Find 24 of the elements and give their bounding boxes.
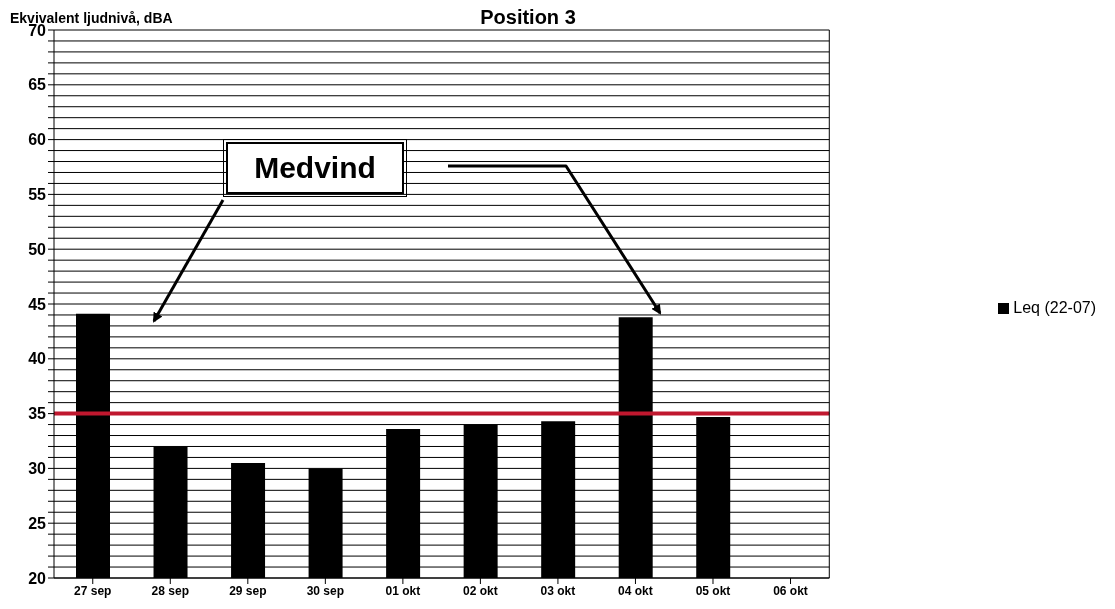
y-tick-label: 55	[28, 186, 47, 204]
y-tick-label: 35	[28, 405, 47, 423]
y-tick-label: 60	[28, 131, 47, 149]
x-tick-label: 05 okt	[695, 583, 731, 598]
x-tick-label: 02 okt	[463, 583, 498, 598]
y-tick-label: 50	[28, 240, 47, 258]
y-tick-label: 40	[28, 350, 47, 368]
y-tick-label: 65	[28, 76, 47, 94]
annotation: Medvind	[226, 142, 404, 194]
x-tick-label: 03 okt	[540, 583, 576, 598]
x-tick-label: 27 sep	[74, 583, 112, 598]
y-tick-label: 25	[28, 514, 47, 532]
x-tick-label: 04 okt	[618, 583, 653, 598]
x-tick-label: 28 sep	[151, 583, 189, 598]
y-tick-label: 45	[28, 295, 47, 313]
x-tick-label: 06 okt	[773, 583, 808, 598]
x-tick-label: 01 okt	[385, 583, 421, 598]
y-tick-label: 30	[28, 460, 47, 478]
chart-title: Position 3	[479, 6, 577, 29]
y-axis-title: Ekvivalent ljudnivå, dBA	[10, 10, 173, 26]
x-tick-label: 29 sep	[229, 583, 267, 598]
legend-label: Leq (22-07)	[1013, 299, 1096, 316]
x-tick-label: 30 sep	[306, 583, 345, 598]
y-tick-label: 20	[28, 569, 47, 587]
